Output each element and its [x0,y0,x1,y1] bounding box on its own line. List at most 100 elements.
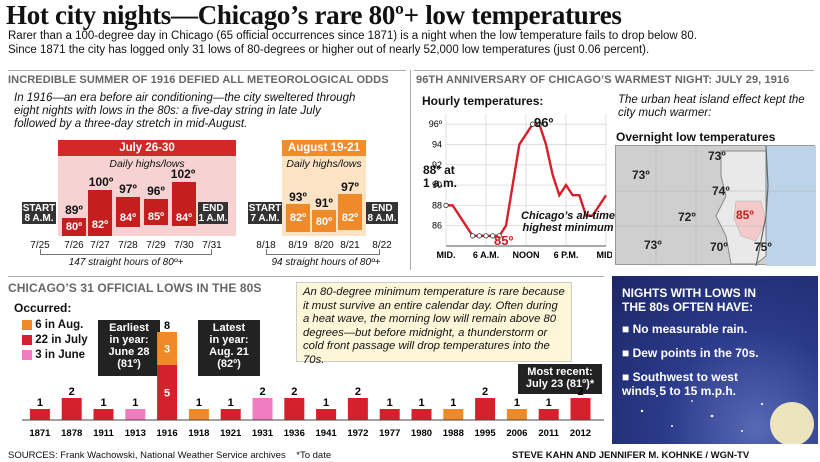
july-low-4: 85º [147,211,165,223]
year-label: 1941 [316,428,338,439]
annot-85: 85º [494,233,514,248]
earliest-line-4: (81º) [117,358,141,370]
year-label: 2011 [538,428,559,439]
earliest-callout: Earliest in year: June 28 (81º) [98,320,160,376]
july-date-5: 7/30 [174,240,194,251]
aug-date-1: 8/19 [288,240,308,251]
aug-high-2: 91º [315,196,333,210]
map-value-4: 72º [678,210,696,224]
x-tick-label: MID. [597,250,613,260]
bar-total-label: 1 [418,397,424,409]
july-high-5: 102º [170,167,196,181]
aug-date-start: 8/18 [256,240,276,251]
summer1916-text: In 1916—an era before air conditioning—t… [14,92,406,131]
x-tick-label: 6 A.M. [473,250,499,260]
bar-22-in-july [220,409,241,420]
year-label: 1918 [188,428,209,439]
y-tick-label: 88 [432,200,442,210]
intro-line-1: Rarer than a 100-degree day in Chicago (… [8,30,697,42]
intro-text: Rarer than a 100-degree day in Chicago (… [8,29,816,57]
aug-bar-1 [286,204,310,232]
map-value-2: 73º [632,168,650,182]
legend-label-aug: 6 in Aug. [35,319,84,331]
july-start-line-1: START [22,203,56,214]
july-bar-1 [62,218,86,236]
july-start-box: START 8 A.M. [22,202,56,224]
y-tick-label: 96º [429,119,443,129]
nights-item-1-text: No measurable rain. [632,322,748,336]
star-icon [671,425,673,427]
bar-total-label: 2 [577,386,583,398]
bar-22-in-july [29,409,50,420]
year-label: 1921 [220,428,242,439]
bar-segment-label: 5 [164,388,170,400]
hourly-point [476,233,482,239]
footer-sources: SOURCES: Frank Wachowski, National Weath… [8,450,331,461]
latest-line-1: Latest [212,322,246,334]
year-label: 1911 [93,428,114,439]
map-value-5: 85º [736,208,754,222]
map-value-6: 73º [644,238,662,252]
july-bar-3 [116,197,140,227]
x-tick-label: MID. [437,250,456,260]
star-icon [691,400,693,402]
aug-low-2: 80º [315,216,333,228]
map-value-7: 70º [710,240,728,254]
legend-swatch-july [22,334,32,345]
aug-start-line-1: START [248,203,282,214]
july-end-line-2: 1 A.M. [198,213,228,224]
bar-6-in-aug- [443,409,464,420]
county-lines [616,146,816,266]
hourly-point [490,233,496,239]
aug-bar-3 [338,194,362,230]
summer1916-heading: INCREDIBLE SUMMER OF 1916 DEFIED ALL MET… [8,74,389,86]
summer1916-text-line-1: In 1916—an era before air conditioning—t… [14,92,356,104]
y-tick-label: 90 [432,180,442,190]
earliest-line-1: Earliest [109,322,149,334]
july-high-2: 100º [88,175,114,189]
aug-date-end: 8/22 [372,240,392,251]
latest-line-2: in year: [209,334,249,346]
nights-heading-line-1: NIGHTS WITH LOWS IN [622,286,756,300]
bar-6-in-aug- [188,409,209,420]
aug-bar-2 [312,210,336,232]
aug-date-3: 8/21 [340,240,360,251]
lows-bar-chart: 1 1871 2 1878 1 1911 1 1913 8 3 5 1916 1 1918 1 1921 2 19… [22,320,604,439]
july-low-3: 84º [119,212,137,224]
summer1916-text-line-3: followed by a three-day stretch in mid-A… [14,118,248,130]
bar-22-in-july [347,398,368,420]
july-date-3: 7/28 [118,240,138,251]
uhi-text: The urban heat island effect kept the ci… [618,94,805,119]
section-rule-3 [8,276,604,277]
map-svg [616,146,816,266]
star-icon [656,395,658,397]
july-date-2: 7/27 [90,240,110,251]
y-tick-label: 92 [432,160,442,170]
intro-line-2: Since 1871 the city has logged only 31 l… [8,44,650,56]
nights-item-1: ■ No measurable rain. [622,322,748,336]
latest-line-3: Aug. 21 [209,346,249,358]
earliest-line-2: in year: [109,334,149,346]
summer1916-text-line-2: eight nights with lows in the 80s: a fiv… [14,105,321,117]
nights-heading-line-2: THE 80s OFTEN HAVE: [622,300,754,314]
july-low-1: 80º [65,221,83,233]
bar-total-label: 1 [450,397,456,409]
star-icon [741,430,743,432]
legend-label-june: 3 in June [35,349,86,361]
bar-total-label: 1 [100,397,106,409]
nights-item-3-text: Southwest to west winds 5 to 15 m.p.h. [622,370,738,398]
bar-22-in-july [475,398,496,420]
bar-total-label: 1 [132,397,138,409]
bar-22-in-july [570,398,591,420]
bar-22-in-july [538,409,559,420]
legend-item-july: 22 in July [22,333,88,348]
year-label: 1916 [157,428,178,439]
lows-heading: CHICAGO’S 31 OFFICIAL LOWS IN THE 80s [8,281,262,295]
hourly-label: Hourly temperatures: [422,94,544,108]
aug-date-2: 8/20 [314,240,334,251]
stars-moon-decor [640,395,814,444]
july-date-1: 7/26 [64,240,84,251]
july-high-1: 89º [65,203,83,217]
july-hours-bracket [40,249,212,255]
nights-item-3: ■ Southwest to west winds 5 to 15 m.p.h. [622,370,738,398]
